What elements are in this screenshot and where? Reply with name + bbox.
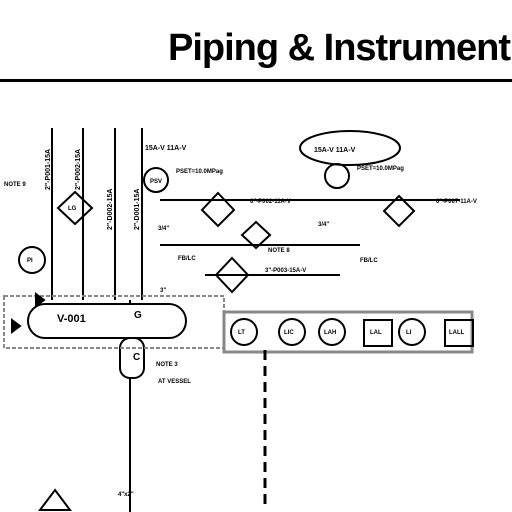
panel-label-li: LI	[406, 330, 412, 336]
vertical-label-2: 2"-P002-15A	[75, 149, 82, 190]
instrument-pi-left	[18, 246, 46, 274]
vertical-label-1: 2"-P001-15A	[45, 149, 52, 190]
line-label-top-right: 15A-V 11A-V	[314, 147, 356, 154]
size-left: 3/4"	[158, 226, 169, 232]
vessel-tag: V-001	[57, 313, 86, 325]
size-right: 3/4"	[318, 222, 329, 228]
vessel-boot	[119, 337, 145, 379]
psv-setpoint-left: PSET=10.0MPag	[176, 169, 223, 175]
vertical-label-group: 2"-P001-15A 2"-P002-15A 2"-D002-15A 2"-D…	[45, 149, 141, 230]
highlight-ellipse	[299, 130, 401, 166]
psv-tag-left: PSV	[150, 179, 162, 185]
diamond-inst-5	[382, 194, 416, 228]
panel-inst-lall	[444, 319, 474, 347]
title-underline	[0, 79, 512, 82]
panel-inst-lt	[230, 318, 258, 346]
diamond-inst-1	[56, 190, 94, 226]
fb-right: FB/LC	[360, 258, 378, 264]
diamond-inst-2	[200, 191, 236, 228]
vessel-v001	[27, 303, 187, 339]
line-label-right: 6"-P007-11A-V	[436, 199, 477, 205]
panel-inst-lah	[318, 318, 346, 346]
psv-setpoint-right: PSET=10.0MPag	[357, 166, 404, 172]
note-mid: NOTE 8	[268, 248, 290, 254]
diamond-inst-3	[214, 256, 250, 294]
valve-left-2	[35, 292, 46, 308]
nozzle-g-label: G	[134, 310, 142, 321]
size-3in: 3"	[160, 288, 166, 294]
panel-label-lah: LAH	[324, 330, 336, 336]
line-label-left: 6"-P002-11A-V	[250, 199, 291, 205]
panel-inst-lal	[363, 319, 393, 347]
valve-left-1	[11, 318, 22, 334]
note-left: NOTE 9	[4, 182, 26, 188]
fb-left: FB/LC	[178, 256, 196, 262]
page-title: Piping & Instrument	[168, 27, 511, 69]
panel-label-lt: LT	[238, 330, 245, 336]
inst-left-lg: LG	[68, 206, 77, 212]
instrument-panel	[222, 310, 474, 354]
line-label-mid: 3"-P003-15A-V	[265, 268, 306, 274]
at-vessel: AT VESSEL	[158, 379, 191, 385]
panel-label-lall: LALL	[449, 330, 465, 336]
inst-left-pi: PI	[27, 258, 33, 264]
panel-label-lic: LIC	[284, 330, 294, 336]
diamond-inst-4	[240, 220, 272, 250]
vertical-label-3: 2"-D002-15A	[107, 189, 114, 230]
panel-inst-lic	[278, 318, 306, 346]
panel-label-lal: LAL	[370, 330, 382, 336]
drain-size: 4"x2"	[118, 492, 134, 498]
valve-bottom	[38, 488, 72, 511]
nozzle-c-label: C	[133, 352, 140, 363]
line-label-top-left: 15A-V 11A-V	[145, 145, 187, 152]
panel-inst-li	[398, 318, 426, 346]
psv-left	[143, 167, 169, 193]
vertical-label-4: 2"-D001-15A	[134, 189, 141, 230]
note-3: NOTE 3	[156, 362, 178, 368]
psv-right	[324, 163, 350, 189]
